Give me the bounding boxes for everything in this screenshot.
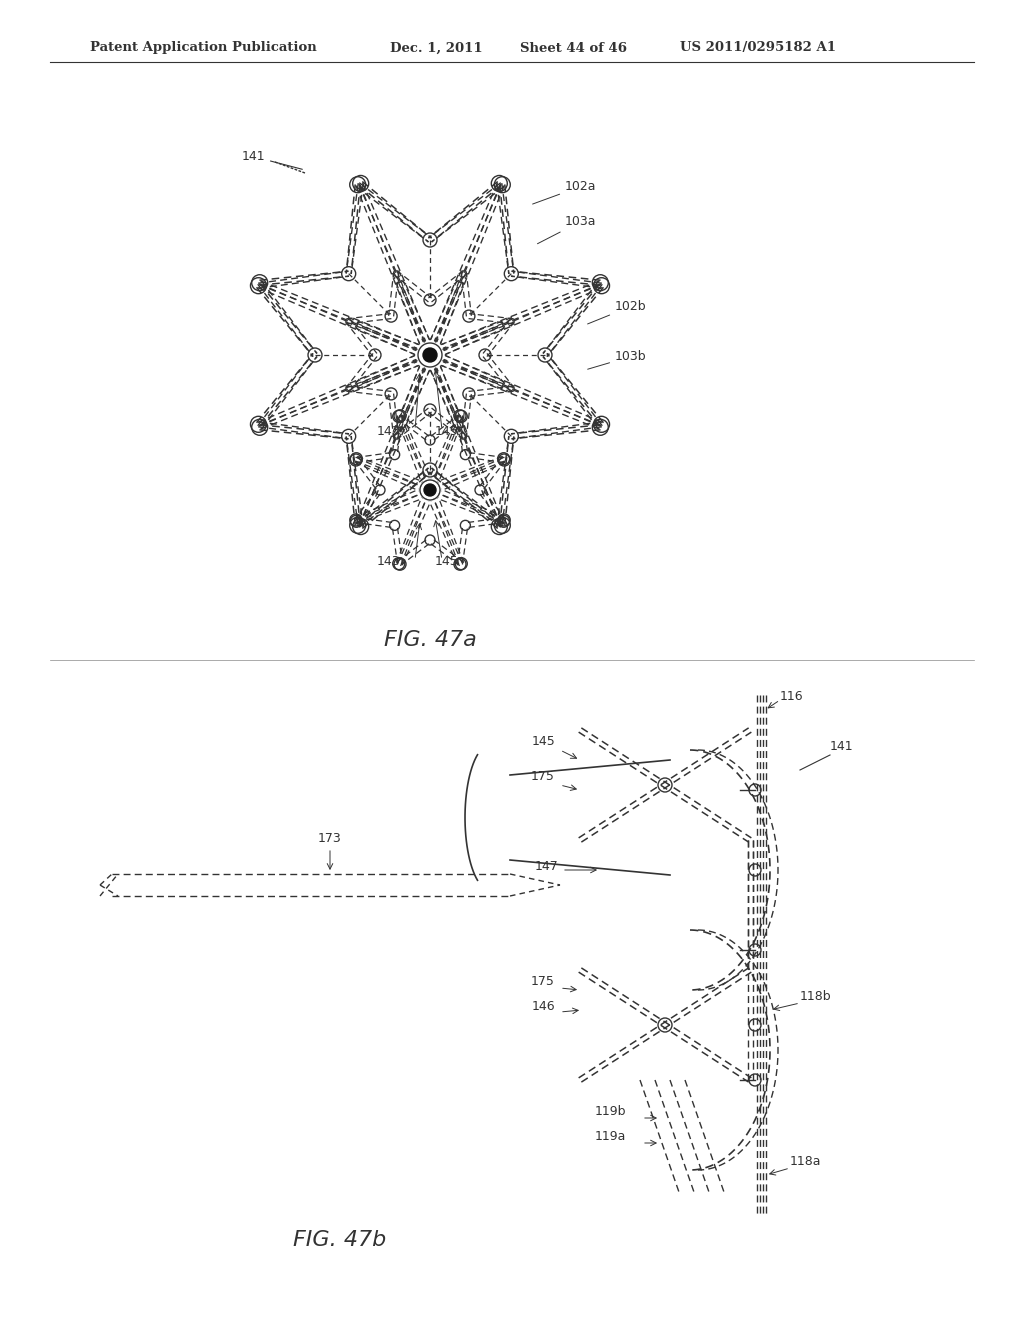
Text: 173: 173 (318, 832, 342, 845)
Text: FIG. 47b: FIG. 47b (293, 1230, 387, 1250)
Text: 103b: 103b (588, 350, 646, 370)
Text: 141: 141 (242, 150, 302, 169)
Circle shape (424, 484, 436, 496)
Text: 145: 145 (435, 554, 459, 568)
Text: 102a: 102a (532, 180, 597, 205)
Text: 118b: 118b (800, 990, 831, 1003)
Text: 143: 143 (377, 425, 400, 438)
Text: FIG. 47a: FIG. 47a (384, 630, 476, 649)
Text: Sheet 44 of 46: Sheet 44 of 46 (520, 41, 627, 54)
Text: Dec. 1, 2011: Dec. 1, 2011 (390, 41, 482, 54)
Text: 141: 141 (830, 741, 854, 752)
Text: 118a: 118a (790, 1155, 821, 1168)
Text: 116: 116 (780, 690, 804, 704)
Text: 119a: 119a (595, 1130, 627, 1143)
Text: 146: 146 (531, 1001, 555, 1012)
Text: 145: 145 (531, 735, 555, 748)
Text: 175: 175 (531, 975, 555, 987)
Text: 175: 175 (531, 770, 555, 783)
Text: 119b: 119b (595, 1105, 627, 1118)
Text: Patent Application Publication: Patent Application Publication (90, 41, 316, 54)
Text: 147: 147 (535, 861, 558, 873)
Text: 103a: 103a (538, 215, 597, 244)
Text: 143: 143 (377, 554, 400, 568)
Text: 102b: 102b (588, 300, 646, 323)
Circle shape (423, 348, 437, 362)
Text: US 2011/0295182 A1: US 2011/0295182 A1 (680, 41, 836, 54)
Text: 145: 145 (435, 425, 459, 438)
